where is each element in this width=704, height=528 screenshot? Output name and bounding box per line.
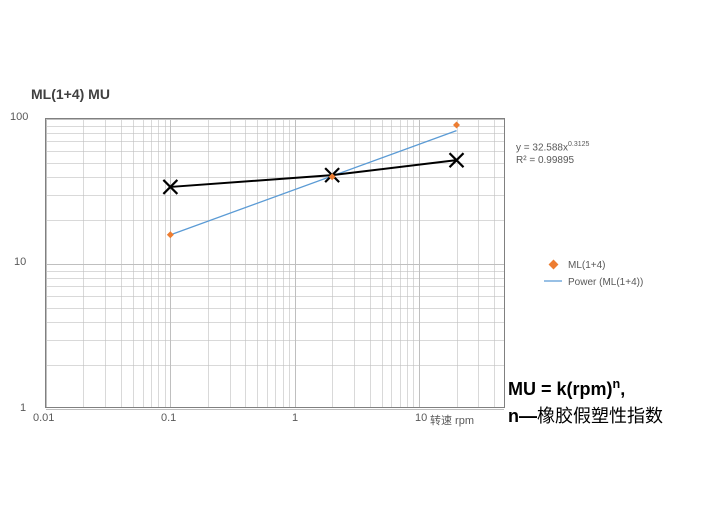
chart-title-text: ML(1+4) MU (31, 86, 110, 102)
plot-area (45, 118, 505, 408)
trend-eq-line1: y = 32.588x0.3125 (516, 140, 589, 154)
ytick-10: 10 (14, 256, 26, 268)
x-axis-label: 转速 rpm (430, 412, 474, 428)
formula-main: MU = k(rpm)n, (508, 375, 663, 403)
xtick-10: 10 (415, 412, 427, 424)
legend-item-ml14: ML(1+4) (544, 260, 643, 271)
chart-title: ML(1+4) MU (31, 86, 110, 102)
legend: ML(1+4) Power (ML(1+4)) (544, 260, 643, 294)
plot-svg (46, 119, 506, 409)
xtick-1: 1 (292, 412, 298, 424)
trend-eq-exp: 0.3125 (568, 141, 589, 148)
xtick-01: 0.1 (161, 412, 176, 424)
formula-n-prefix: n— (508, 406, 537, 426)
legend-item-power: Power (ML(1+4)) (544, 277, 643, 288)
formula-tail: , (620, 379, 625, 399)
trend-eq-r2: R² = 0.99895 (516, 154, 589, 167)
formula-block: MU = k(rpm)n, n—橡胶假塑性指数 (508, 375, 663, 430)
ytick-100: 100 (10, 111, 28, 123)
formula-main-text: MU = k(rpm) (508, 379, 613, 399)
xtick-001: 0.01 (33, 412, 54, 424)
trend-eq-base: y = 32.588x (516, 142, 568, 153)
ytick-1: 1 (20, 402, 26, 414)
formula-line2-text: 橡胶假塑性指数 (537, 406, 663, 426)
legend-label-power: Power (ML(1+4)) (568, 277, 643, 288)
line-icon (544, 277, 562, 288)
formula-line2: n—橡胶假塑性指数 (508, 403, 663, 430)
diamond-icon (544, 260, 562, 271)
trendline-equation: y = 32.588x0.3125 R² = 0.99895 (516, 140, 589, 167)
legend-label-ml14: ML(1+4) (568, 260, 606, 271)
